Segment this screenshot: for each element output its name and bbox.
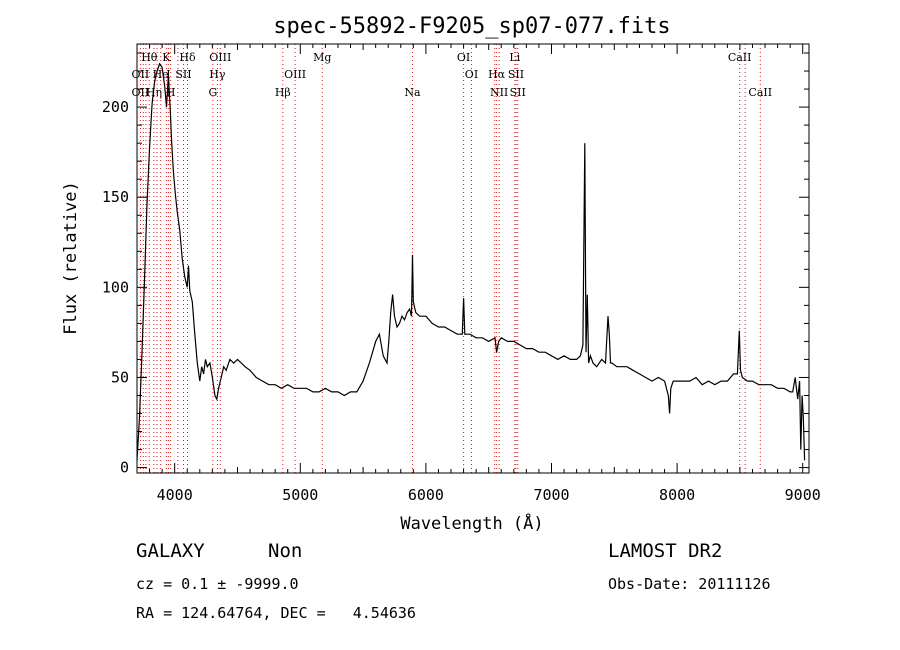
line-label: SII — [175, 68, 191, 81]
line-label: OII — [132, 68, 150, 81]
line-label: Hδ — [179, 51, 196, 64]
line-label: Hα — [488, 68, 506, 81]
object-subclass: Non — [268, 540, 303, 562]
line-label: NII — [490, 86, 508, 99]
plot-frame — [136, 43, 810, 474]
y-tick-label: 0 — [120, 459, 129, 477]
x-tick-label: 5000 — [282, 486, 318, 504]
x-axis-label: Wavelength (Å) — [400, 512, 543, 534]
obs-date: Obs-Date: 20111126 — [608, 575, 771, 593]
y-axis: 0 50 100 150 200 — [102, 52, 809, 477]
x-tick-label: 7000 — [533, 486, 569, 504]
line-label: Hθ — [141, 51, 158, 64]
line-label: G — [208, 86, 217, 99]
line-label: CaII — [748, 86, 772, 99]
line-label: I — [166, 68, 170, 81]
x-axis: 4000 5000 6000 7000 8000 9000 — [136, 44, 821, 504]
line-label: OIII — [209, 51, 231, 64]
line-label: SII — [510, 86, 526, 99]
line-markers — [139, 44, 761, 473]
line-label: Mg — [313, 51, 331, 64]
line-label: Na — [404, 86, 421, 99]
x-tick-label: 9000 — [785, 486, 821, 504]
line-label: SII — [508, 68, 524, 81]
line-label: H — [166, 86, 176, 99]
x-tick-label: 4000 — [157, 486, 193, 504]
x-tick-label: 8000 — [659, 486, 695, 504]
y-tick-label: 150 — [102, 188, 129, 206]
ra-dec: RA = 124.64764, DEC = 4.54636 — [136, 604, 416, 622]
y-tick-label: 200 — [102, 98, 129, 116]
line-label: Li — [509, 51, 520, 64]
line-label: K — [162, 51, 171, 64]
y-tick-label: 100 — [102, 278, 129, 296]
line-label: OI — [465, 68, 478, 81]
line-label: Hγ — [209, 68, 226, 81]
survey-name: LAMOST DR2 — [608, 540, 723, 562]
spectrum-line — [136, 62, 806, 461]
line-label: CaII — [728, 51, 752, 64]
line-label: OI — [457, 51, 470, 64]
x-tick-label: 6000 — [408, 486, 444, 504]
line-label: OIII — [284, 68, 306, 81]
y-tick-label: 50 — [111, 368, 129, 386]
redshift-cz: cz = 0.1 ± -9999.0 — [136, 575, 299, 593]
line-label: OII — [132, 86, 150, 99]
chart-title: spec-55892-F9205_sp07-077.fits — [273, 14, 670, 39]
y-axis-label: Flux (relative) — [61, 181, 81, 335]
line-label: Hβ — [275, 86, 291, 99]
object-class: GALAXY — [136, 540, 205, 562]
